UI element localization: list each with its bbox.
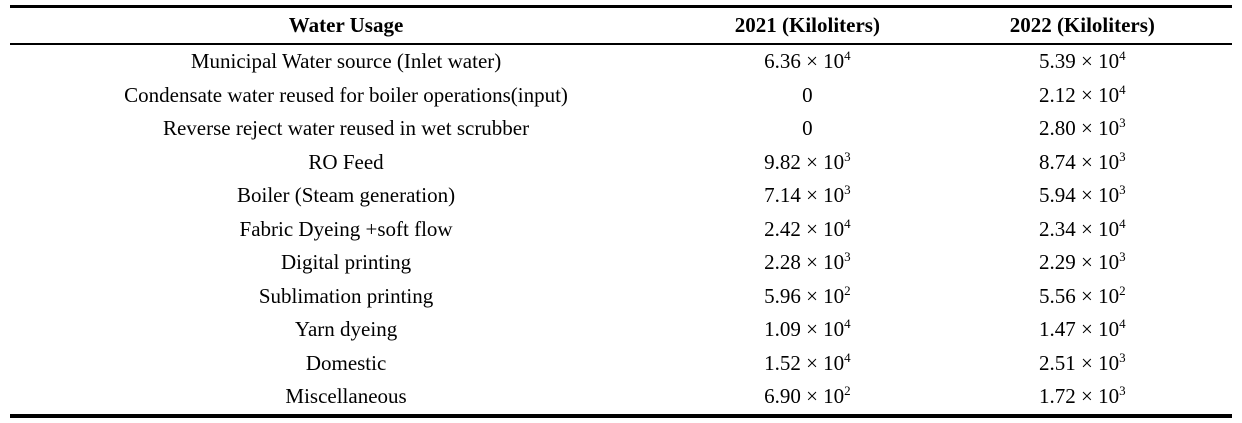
value-exponent: 3 bbox=[844, 148, 851, 164]
header-row: Water Usage 2021 (Kiloliters) 2022 (Kilo… bbox=[10, 5, 1232, 45]
table-row: Yarn dyeing 1.09 × 104 1.47 × 104 bbox=[10, 313, 1232, 347]
value-base: 1.47 × 10 bbox=[1039, 317, 1120, 341]
value-exponent: 3 bbox=[1119, 249, 1126, 264]
value-base: 2.80 × 10 bbox=[1039, 116, 1120, 140]
value-2022: 2.12 × 104 bbox=[933, 79, 1232, 113]
value-exponent: 4 bbox=[1119, 48, 1126, 63]
table-row: Digital printing 2.28 × 103 2.29 × 103 bbox=[10, 246, 1232, 280]
value-exponent: 3 bbox=[1119, 115, 1126, 130]
value-2022: 8.74 × 103 bbox=[933, 146, 1232, 180]
value-base: 2.34 × 10 bbox=[1039, 216, 1120, 241]
row-label: Municipal Water source (Inlet water) bbox=[190, 49, 502, 73]
value-2022: 2.29 × 103 bbox=[933, 246, 1232, 280]
value-base: 6.90 × 10 bbox=[764, 384, 845, 408]
value-base: 5.56 × 10 bbox=[1039, 283, 1120, 308]
table-row: Sublimation printing 5.96 × 102 5.56 × 1… bbox=[10, 280, 1232, 314]
value-exponent: 3 bbox=[1119, 349, 1126, 365]
table-row: Boiler (Steam generation) 7.14 × 103 5.9… bbox=[10, 179, 1232, 213]
value-exponent: 4 bbox=[1119, 215, 1126, 231]
value-2022: 2.51 × 103 bbox=[933, 347, 1232, 381]
value-base: 1.09 × 10 bbox=[764, 317, 845, 341]
value-base: 7.14 × 10 bbox=[764, 183, 845, 207]
table-row: Fabric Dyeing +soft flow 2.42 × 104 2.34… bbox=[10, 213, 1232, 247]
value-exponent: 3 bbox=[844, 249, 851, 264]
value-2021: 0 bbox=[682, 79, 933, 113]
row-label: Domestic bbox=[305, 350, 387, 375]
table-row: Condensate water reused for boiler opera… bbox=[10, 79, 1232, 113]
value-exponent: 2 bbox=[844, 282, 851, 298]
value-exponent: 4 bbox=[1119, 316, 1126, 331]
row-label: Boiler (Steam generation) bbox=[237, 183, 456, 207]
water-usage-table: Water Usage 2021 (Kiloliters) 2022 (Kilo… bbox=[10, 5, 1232, 418]
value-base: 9.82 × 10 bbox=[764, 149, 845, 174]
value-base: 1.72 × 10 bbox=[1039, 384, 1120, 408]
col-header-water-usage: Water Usage bbox=[10, 5, 683, 45]
value-exponent: 4 bbox=[1119, 81, 1126, 97]
value-exponent: 2 bbox=[1119, 282, 1126, 298]
value-base: 6.36 × 10 bbox=[764, 49, 845, 73]
value-base: 2.42 × 10 bbox=[764, 216, 845, 241]
row-label: Condensate water reused for boiler opera… bbox=[124, 82, 568, 107]
value-2021: 2.28 × 103 bbox=[682, 246, 933, 280]
value-2021: 1.09 × 104 bbox=[682, 313, 933, 347]
table-row: Domestic 1.52 × 104 2.51 × 103 bbox=[10, 347, 1232, 381]
row-label: Reverse reject water reused in wet scrub… bbox=[162, 116, 530, 140]
value-exponent: 3 bbox=[1119, 182, 1126, 197]
value-2021: 1.52 × 104 bbox=[682, 347, 933, 381]
value-exponent: 4 bbox=[844, 215, 851, 231]
value-base: 5.39 × 10 bbox=[1039, 49, 1120, 73]
value-exponent: 3 bbox=[1119, 383, 1126, 398]
value-base: 2.51 × 10 bbox=[1039, 350, 1120, 375]
value-2021: 0 bbox=[682, 112, 933, 146]
row-label: Sublimation printing bbox=[258, 283, 434, 308]
value-2021: 9.82 × 103 bbox=[682, 146, 933, 180]
row-label: Fabric Dyeing +soft flow bbox=[239, 216, 453, 241]
value-base: 2.28 × 10 bbox=[764, 250, 845, 274]
value-base: 1.52 × 10 bbox=[764, 350, 845, 375]
table-row: Miscellaneous 6.90 × 102 1.72 × 103 bbox=[10, 380, 1232, 418]
value-base: 2.12 × 10 bbox=[1039, 82, 1120, 107]
value-exponent: 3 bbox=[844, 182, 851, 197]
value-2022: 5.56 × 102 bbox=[933, 280, 1232, 314]
value-2021: 6.36 × 104 bbox=[682, 44, 933, 79]
table-row: Municipal Water source (Inlet water) 6.3… bbox=[10, 44, 1232, 79]
value-base: 0 bbox=[802, 82, 813, 107]
row-label: RO Feed bbox=[308, 149, 384, 174]
value-base: 5.94 × 10 bbox=[1039, 183, 1120, 207]
value-base: 8.74 × 10 bbox=[1039, 149, 1120, 174]
value-2022: 1.47 × 104 bbox=[933, 313, 1232, 347]
value-base: 0 bbox=[802, 116, 813, 140]
value-exponent: 3 bbox=[1119, 148, 1126, 164]
table-row: Reverse reject water reused in wet scrub… bbox=[10, 112, 1232, 146]
col-header-2022: 2022 (Kiloliters) bbox=[932, 5, 1232, 45]
value-exponent: 4 bbox=[844, 349, 851, 365]
row-label: Digital printing bbox=[281, 250, 412, 274]
value-2021: 2.42 × 104 bbox=[682, 213, 933, 247]
value-exponent: 4 bbox=[844, 316, 851, 331]
value-base: 5.96 × 10 bbox=[764, 283, 845, 308]
col-header-2021: 2021 (Kiloliters) bbox=[682, 5, 933, 45]
row-label: Yarn dyeing bbox=[294, 317, 398, 341]
value-2022: 2.80 × 103 bbox=[933, 112, 1232, 146]
value-2021: 7.14 × 103 bbox=[682, 179, 933, 213]
value-2022: 2.34 × 104 bbox=[933, 213, 1232, 247]
value-exponent: 2 bbox=[844, 383, 851, 398]
value-2022: 1.72 × 103 bbox=[932, 380, 1232, 418]
value-2022: 5.39 × 104 bbox=[933, 44, 1232, 79]
value-base: 2.29 × 10 bbox=[1039, 250, 1120, 274]
value-2021: 5.96 × 102 bbox=[682, 280, 933, 314]
table-row: RO Feed 9.82 × 103 8.74 × 103 bbox=[10, 146, 1232, 180]
value-2021: 6.90 × 102 bbox=[682, 380, 933, 418]
value-exponent: 4 bbox=[844, 48, 851, 63]
value-2022: 5.94 × 103 bbox=[933, 179, 1232, 213]
row-label: Miscellaneous bbox=[10, 380, 683, 418]
